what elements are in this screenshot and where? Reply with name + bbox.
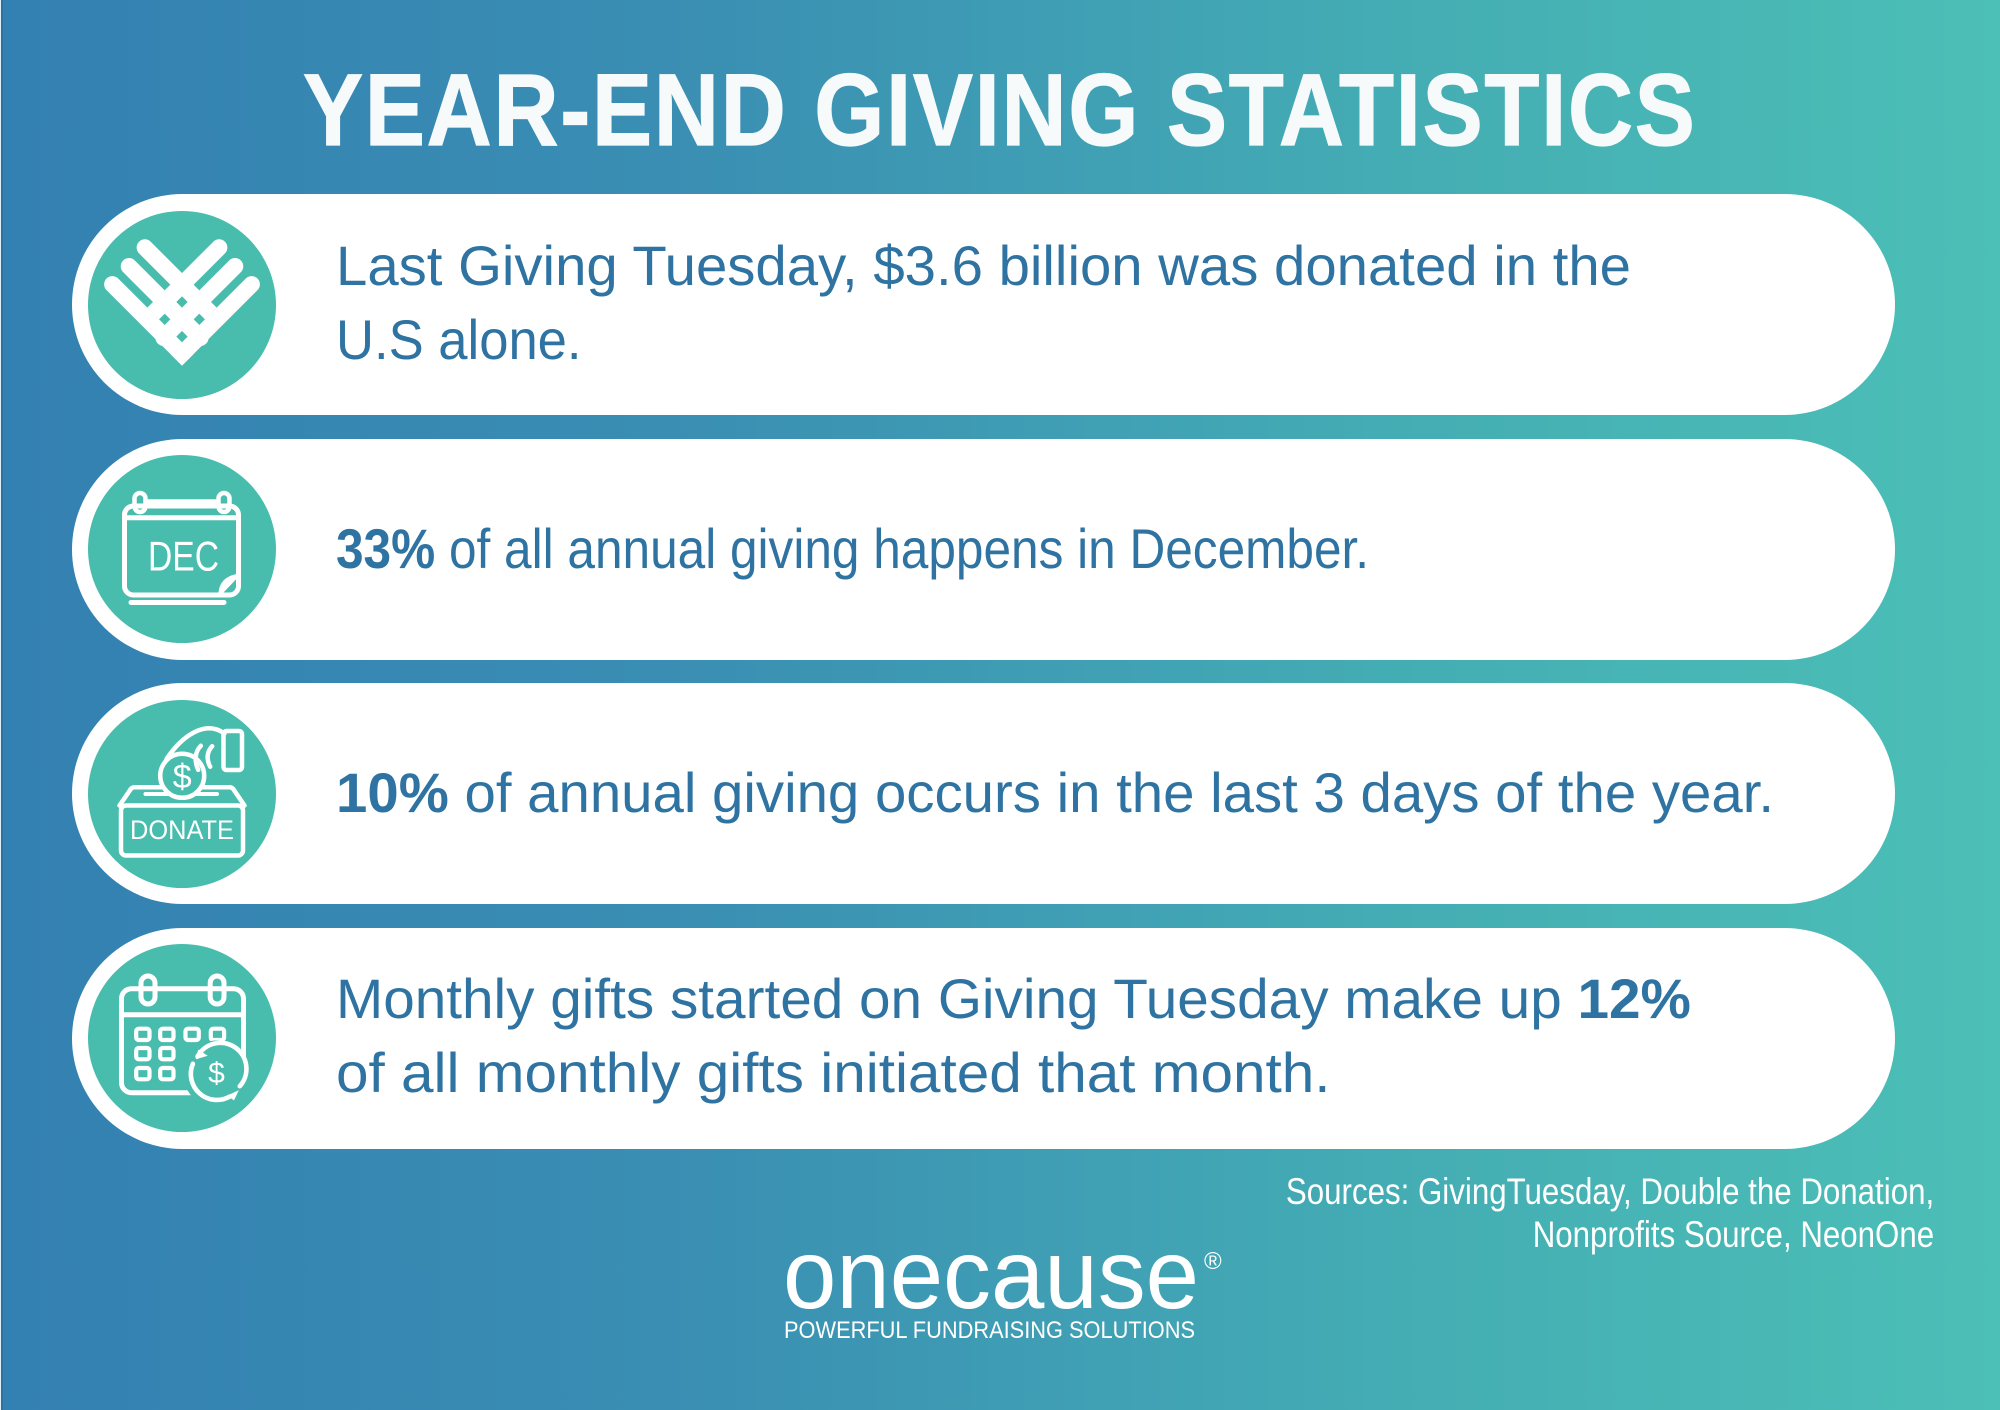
svg-text:$: $ — [173, 758, 192, 796]
svg-text:$: $ — [208, 1057, 225, 1090]
svg-text:DEC: DEC — [148, 533, 219, 580]
svg-text:DONATE: DONATE — [130, 815, 234, 845]
